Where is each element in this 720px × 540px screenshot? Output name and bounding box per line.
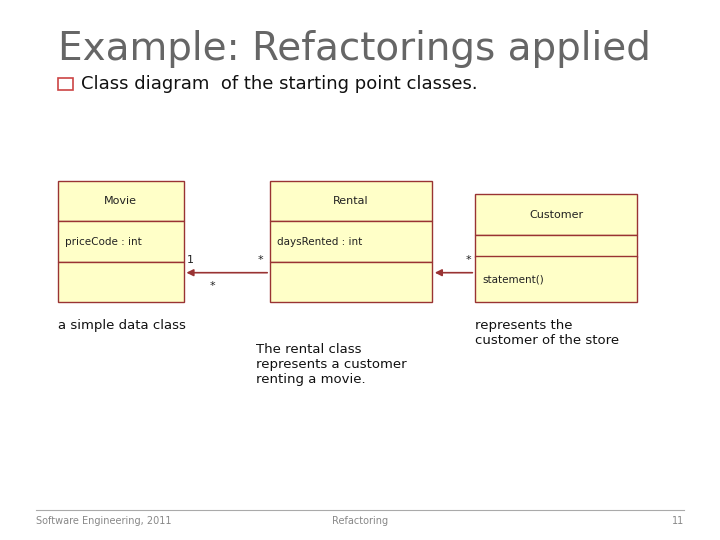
Bar	[58, 78, 73, 90]
Text: Movie: Movie	[104, 196, 137, 206]
Text: Example: Refactorings applied: Example: Refactorings applied	[58, 30, 650, 68]
Bar	[270, 181, 432, 221]
Bar	[58, 262, 184, 302]
Bar	[270, 221, 432, 262]
Text: Customer: Customer	[529, 210, 583, 220]
Bar	[475, 194, 637, 235]
Bar	[475, 235, 637, 256]
Text: Software Engineering, 2011: Software Engineering, 2011	[36, 516, 171, 526]
Text: *: *	[210, 281, 215, 291]
Text: *: *	[257, 254, 263, 265]
Text: *: *	[466, 254, 472, 265]
Text: Rental: Rental	[333, 196, 369, 206]
Bar	[58, 221, 184, 262]
Bar	[475, 256, 637, 302]
Text: a simple data class: a simple data class	[58, 319, 186, 332]
Text: daysRented : int: daysRented : int	[277, 237, 362, 247]
Text: 11: 11	[672, 516, 684, 526]
Text: 1: 1	[187, 254, 194, 265]
Text: priceCode : int: priceCode : int	[65, 237, 142, 247]
Text: Refactoring: Refactoring	[332, 516, 388, 526]
Bar	[270, 262, 432, 302]
Text: statement(): statement()	[482, 274, 544, 285]
Text: The rental class
represents a customer
renting a movie.: The rental class represents a customer r…	[256, 343, 406, 386]
Text: Class diagram  of the starting point classes.: Class diagram of the starting point clas…	[81, 75, 477, 93]
Text: represents the
customer of the store: represents the customer of the store	[475, 319, 619, 347]
Bar	[58, 181, 184, 221]
